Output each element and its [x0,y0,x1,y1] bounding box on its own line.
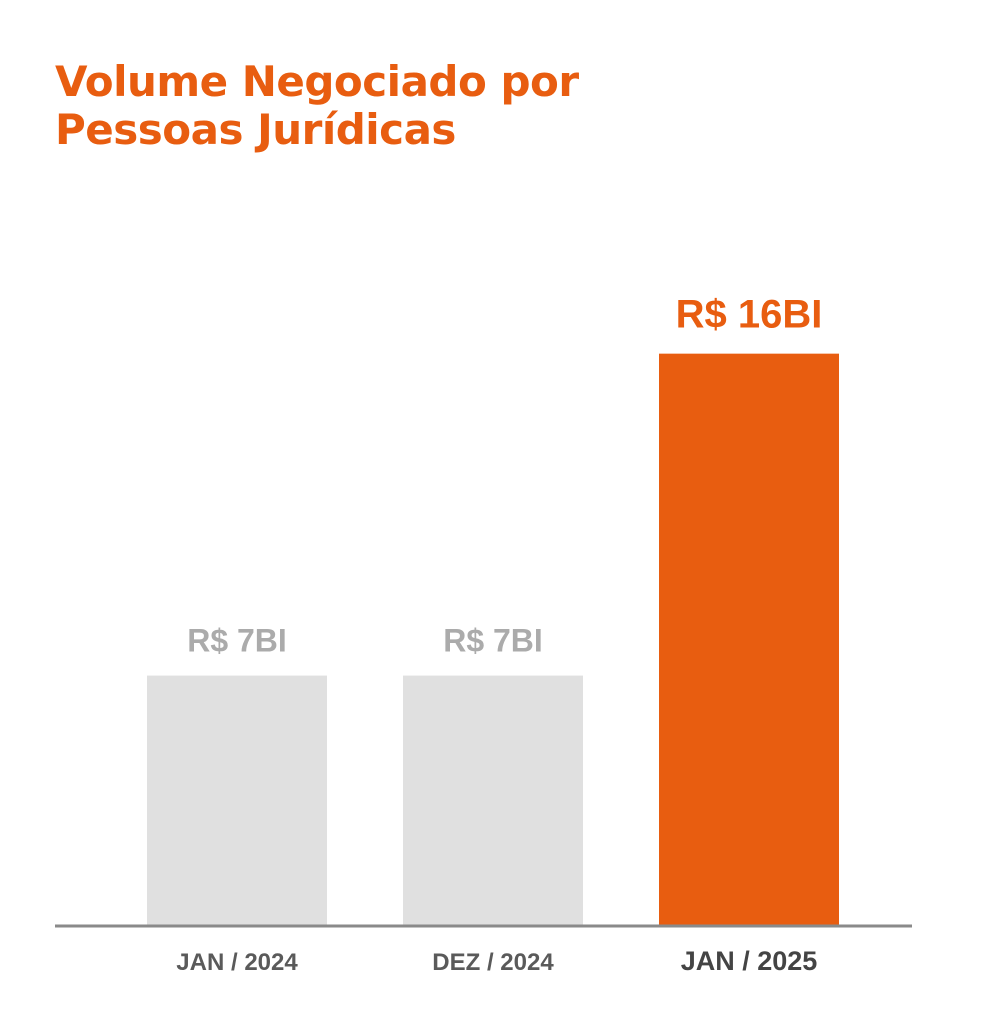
chart-title: Volume Negociado por Pessoas Jurídicas [55,58,579,154]
x-tick-label-2: DEZ / 2024 [432,949,554,976]
bar-1 [147,675,327,926]
chart-title-line-1: Volume Negociado por [55,57,579,106]
value-label-1: R$ 7BI [187,623,287,659]
x-tick-label-1: JAN / 2024 [176,949,298,976]
bar-2 [403,675,583,926]
bar-3 [659,353,839,927]
value-label-3: R$ 16BI [676,293,823,337]
value-label-2: R$ 7BI [443,623,543,659]
chart-title-line-2: Pessoas Jurídicas [55,105,456,154]
x-tick-label-3: JAN / 2025 [681,946,818,976]
